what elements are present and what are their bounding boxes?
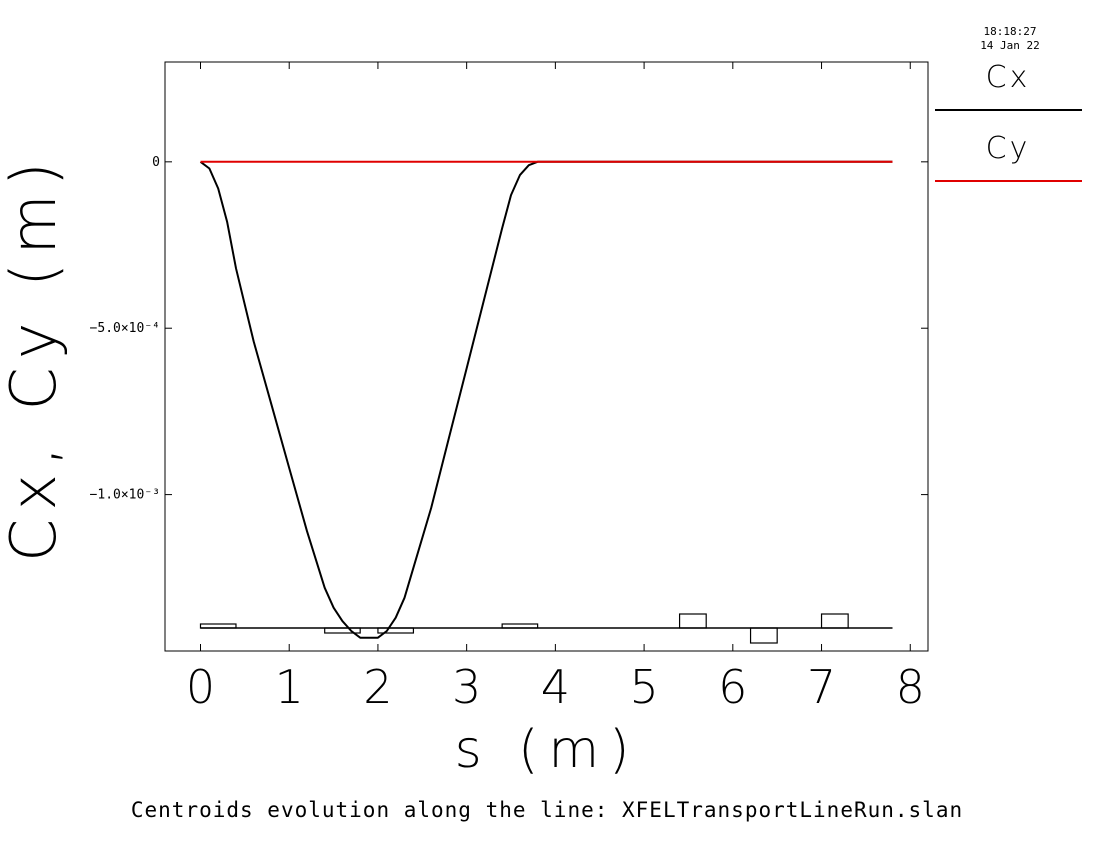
series-line-cx: [199, 160, 893, 639]
legend: Cx Cy: [935, 60, 1082, 182]
y-tick-label: −5.0×10⁻⁴: [90, 321, 160, 336]
x-tick-label: 8: [896, 660, 925, 714]
chart-title: Centroids evolution along the line: XFEL…: [131, 798, 963, 822]
x-axis-label: s (m): [455, 720, 640, 780]
y-tick-label: −1.0×10⁻³: [90, 488, 160, 503]
x-tick-label: 0: [186, 660, 215, 714]
x-tick-label: 2: [363, 660, 392, 714]
x-tick-label: 1: [275, 660, 304, 714]
timestamp-date: 14 Jan 22: [980, 39, 1040, 52]
lattice-elements: [199, 613, 893, 644]
x-tick-label: 3: [452, 660, 481, 714]
x-tick-label: 4: [541, 660, 570, 714]
x-tick-label: 5: [629, 660, 658, 714]
legend-label-cx: Cx: [986, 60, 1031, 95]
x-tick-label: 7: [807, 660, 836, 714]
lattice-element: [501, 623, 539, 629]
y-axis-label: Cx, Cy (m): [0, 154, 70, 562]
y-tick-marks: [165, 161, 928, 496]
x-tick-labels: 0 1 2 3 4 5 6 7 8: [186, 660, 925, 714]
legend-label-cy: Cy: [986, 131, 1031, 166]
lattice-element: [199, 623, 237, 629]
y-tick-label: 0: [152, 155, 160, 170]
lattice-element: [377, 627, 415, 634]
lattice-element: [324, 627, 361, 634]
series-layer: [199, 160, 893, 639]
x-tick-marks: [199, 62, 911, 651]
lattice-element: [749, 627, 778, 644]
timestamp-time: 18:18:27: [984, 25, 1037, 38]
plot-frame: [164, 61, 929, 652]
lattice-element: [678, 613, 707, 629]
x-tick-label: 6: [718, 660, 747, 714]
lattice-element: [820, 613, 849, 629]
y-tick-labels: 0 −5.0×10⁻⁴ −1.0×10⁻³: [90, 155, 160, 503]
